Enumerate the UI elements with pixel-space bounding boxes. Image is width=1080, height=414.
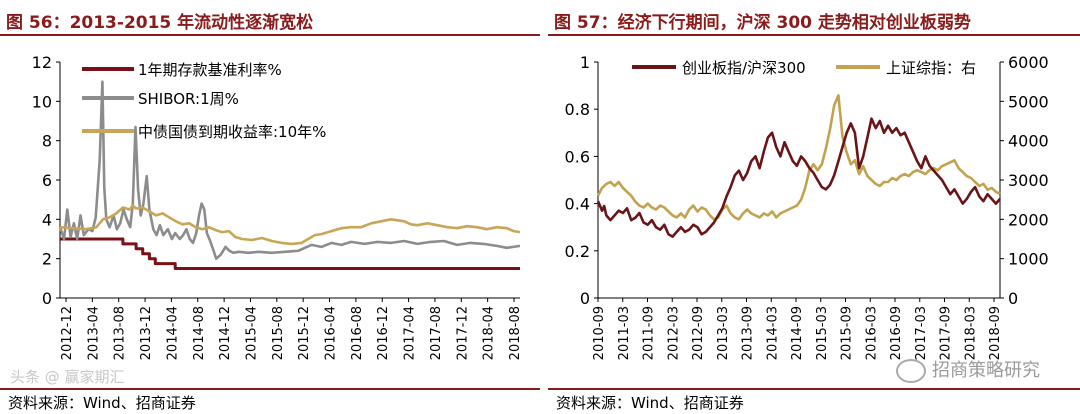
- left-x-tick-label: 2014-12: [218, 306, 233, 360]
- left-x-tick-label: 2017-12: [455, 306, 470, 360]
- left-x-tick-label: 2018-04: [482, 306, 497, 360]
- left-y-tick-label: 4: [42, 210, 52, 229]
- left-x-tick-label: 2014-08: [192, 306, 207, 360]
- right-x-tick-label: 2016-03: [864, 306, 879, 360]
- left-legend-label: 1年期存款基准利率%: [138, 61, 282, 79]
- right-chart-title: 图 57：经济下行期间，沪深 300 走势相对创业板弱势: [554, 13, 971, 33]
- left-title-rule: [0, 34, 540, 36]
- right-x-tick-label: 2014-03: [765, 306, 780, 360]
- wechat-icon: [896, 359, 926, 383]
- left-x-tick-label: 2013-08: [113, 306, 128, 360]
- left-y-tick-label: 10: [32, 92, 52, 111]
- right-right-y-tick-label: 0: [1008, 289, 1018, 308]
- right-legend-label: 创业板指/沪深300: [682, 59, 806, 77]
- left-watermark-text: 头条 @ 赢家期汇: [10, 368, 125, 386]
- left-chart-title: 图 56：2013-2015 年流动性逐渐宽松: [6, 13, 314, 33]
- right-x-tick-label: 2018-03: [963, 306, 978, 360]
- left-chart-panel: 图 56：2013-2015 年流动性逐渐宽松 0 2 4 6 8 10 12 2012-12…: [0, 13, 540, 412]
- left-x-tick-label: 2013-12: [139, 306, 154, 360]
- right-x-tick-label: 2011-03: [617, 306, 632, 360]
- brand-watermark: 招商策略研究: [896, 356, 1040, 383]
- right-left-y-tick-label: 0.2: [565, 242, 590, 261]
- right-legend-label: 上证综指：右: [886, 59, 976, 77]
- right-right-y-tick-label: 6000: [1008, 53, 1049, 72]
- left-y-tick-label: 0: [42, 289, 52, 308]
- right-x-tick-label: 2014-09: [790, 306, 805, 360]
- right-x-tick-label: 2012-09: [691, 306, 706, 360]
- left-x-tick-label: 2015-12: [297, 306, 312, 360]
- left-x-tick-label: 2018-08: [508, 306, 523, 360]
- right-right-y-tick-label: 4000: [1008, 132, 1049, 151]
- left-x-tick-label: 2012-12: [60, 306, 75, 360]
- right-right-y-tick-label: 1000: [1008, 250, 1049, 269]
- left-x-tick-label: 2013-04: [86, 306, 101, 360]
- left-series-line: [59, 204, 521, 246]
- right-title-rule: [548, 34, 1080, 36]
- left-y-tick-label: 12: [32, 53, 52, 72]
- right-x-tick-label: 2011-09: [642, 306, 657, 360]
- right-right-y-tick-label: 5000: [1008, 92, 1049, 111]
- right-x-tick-label: 2012-03: [666, 306, 681, 360]
- right-left-y-tick-label: 1: [580, 53, 590, 72]
- right-x-tick-label: 2013-09: [741, 306, 756, 360]
- right-chart-panel: 图 57：经济下行期间，沪深 300 走势相对创业板弱势 0 0.2 0.4 0.6 0…: [548, 0, 1080, 414]
- left-source-rule: [0, 388, 540, 390]
- right-right-y-tick-label: 3000: [1008, 171, 1049, 190]
- left-legend-label: SHIBOR:1周%: [138, 90, 239, 108]
- brand-watermark-text: 招商策略研究: [932, 360, 1040, 381]
- right-series-line: [596, 94, 1001, 221]
- left-legend-label: 中债国债到期收益率:10年%: [138, 123, 326, 141]
- left-chart-svg: 0 2 4 6 8 10 12 2012-12 2013-04 2013-08 2013-12 201…: [32, 53, 523, 360]
- right-chart-source: 资料来源：Wind、招商证券: [556, 394, 744, 412]
- left-x-tick-label: 2016-04: [324, 306, 339, 360]
- right-right-y-tick-label: 2000: [1008, 210, 1049, 229]
- left-x-tick-label: 2017-08: [429, 306, 444, 360]
- left-y-tick-label: 2: [42, 250, 52, 269]
- right-x-tick-label: 2017-09: [939, 306, 954, 360]
- right-x-tick-label: 2015-09: [840, 306, 855, 360]
- right-x-tick-label: 2013-03: [716, 306, 731, 360]
- right-x-tick-label: 2015-03: [815, 306, 830, 360]
- left-x-tick-label: 2017-04: [403, 306, 418, 360]
- right-x-tick-label: 2017-03: [914, 306, 929, 360]
- left-x-tick-label: 2015-04: [244, 306, 259, 360]
- right-source-rule: [548, 388, 1080, 390]
- right-left-y-tick-label: 0: [580, 289, 590, 308]
- left-y-tick-label: 8: [42, 132, 52, 151]
- left-chart-source: 资料来源：Wind、招商证券: [8, 394, 196, 412]
- left-series-line: [60, 237, 520, 270]
- left-x-tick-label: 2014-04: [165, 306, 180, 360]
- right-chart-svg: 0 0.2 0.4 0.6 0.8 1 0 1000 2000 3000 4000 5000 6000 2…: [565, 53, 1049, 360]
- left-series-line: [58, 80, 521, 260]
- right-left-y-tick-label: 0.6: [565, 147, 590, 166]
- right-x-tick-label: 2016-09: [889, 306, 904, 360]
- right-series-line: [596, 117, 1001, 238]
- right-x-tick-label: 2010-09: [592, 306, 607, 360]
- left-y-tick-label: 6: [42, 171, 52, 190]
- right-left-y-tick-label: 0.4: [565, 195, 590, 214]
- right-x-tick-label: 2018-09: [988, 306, 1003, 360]
- left-x-tick-label: 2016-08: [350, 306, 365, 360]
- left-x-tick-label: 2015-08: [271, 306, 286, 360]
- left-x-tick-label: 2016-12: [376, 306, 391, 360]
- right-left-y-tick-label: 0.8: [565, 100, 590, 119]
